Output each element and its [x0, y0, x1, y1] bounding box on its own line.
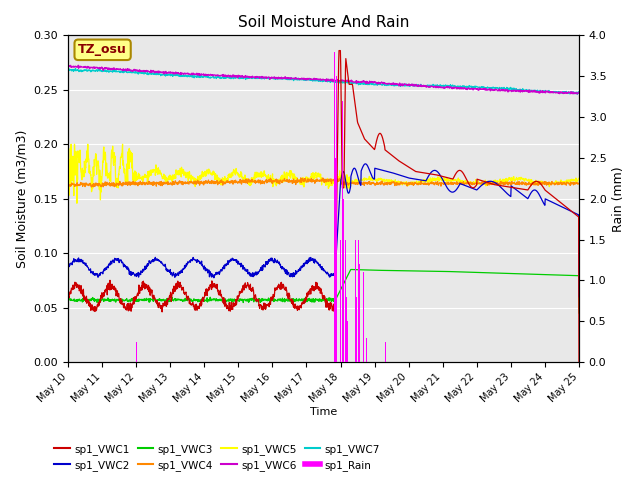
- Legend: sp1_VWC1, sp1_VWC2, sp1_VWC3, sp1_VWC4, sp1_VWC5, sp1_VWC6, sp1_VWC7, sp1_Rain: sp1_VWC1, sp1_VWC2, sp1_VWC3, sp1_VWC4, …: [50, 439, 384, 475]
- Y-axis label: Soil Moisture (m3/m3): Soil Moisture (m3/m3): [15, 130, 28, 268]
- X-axis label: Time: Time: [310, 407, 337, 417]
- Y-axis label: Rain (mm): Rain (mm): [612, 166, 625, 231]
- Title: Soil Moisture And Rain: Soil Moisture And Rain: [238, 15, 409, 30]
- Text: TZ_osu: TZ_osu: [78, 43, 127, 56]
